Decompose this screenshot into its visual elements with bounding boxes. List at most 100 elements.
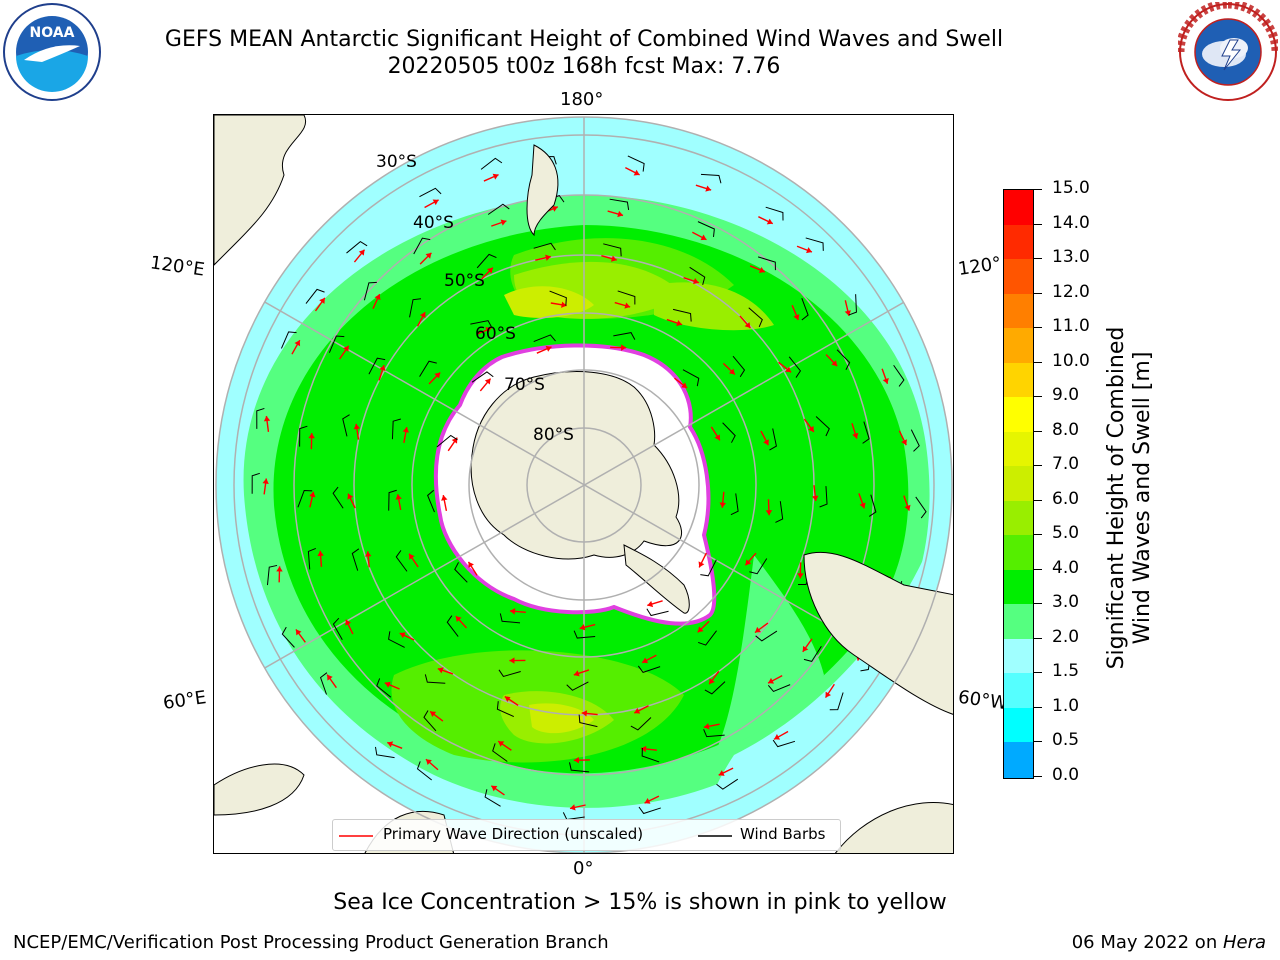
wave-direction-arrow (347, 493, 356, 509)
wave-direction-arrow (674, 377, 688, 389)
wave-direction-arrow (504, 695, 519, 706)
wave-direction-arrow (739, 315, 751, 329)
wind-barb (765, 206, 784, 221)
colorbar-tick-mark (1034, 603, 1042, 605)
wind-barb (641, 747, 660, 763)
wave-direction-arrow (425, 758, 439, 771)
wind-barb (848, 294, 857, 316)
wave-direction-arrow (749, 265, 766, 273)
wave-direction-arrow (824, 683, 835, 699)
wind-barb (893, 364, 905, 387)
wind-barb (748, 307, 763, 328)
wind-barb (805, 237, 824, 251)
colorbar-tick-mark (1034, 258, 1042, 260)
wave-direction-arrow (796, 245, 813, 254)
lat-label-40s: 40°S (413, 213, 454, 233)
wind-barb (446, 615, 459, 637)
noaa-logo: NOAA (2, 2, 102, 102)
wave-direction-arrow (858, 493, 866, 509)
colorbar-tick-mark (1034, 637, 1042, 639)
wind-barb (815, 416, 830, 437)
wind-barb (637, 665, 661, 673)
wind-barb (305, 288, 325, 304)
south-america-land (803, 551, 953, 715)
africa-east-land (834, 801, 953, 853)
wave-direction-arrow (647, 600, 663, 608)
wind-barb (484, 789, 501, 807)
wave-direction-arrow (812, 485, 819, 502)
wind-barb (700, 173, 722, 184)
lon-label-60w: 60°W (956, 686, 1009, 715)
wind-barb (351, 548, 360, 571)
wave-direction-arrow (803, 418, 815, 433)
wave-direction-arrow (455, 615, 468, 629)
wind-barb (299, 425, 308, 447)
colorbar-segment (1004, 190, 1033, 226)
wave-direction-arrow (703, 723, 720, 730)
wind-barb (388, 489, 397, 511)
wave-direction-arrow (395, 494, 402, 511)
wave-direction-arrow (625, 167, 640, 176)
wave-direction-arrow (610, 344, 627, 351)
wave-direction-arrow (353, 249, 366, 263)
wave-direction-arrow (797, 562, 804, 579)
wind-barb (689, 266, 706, 285)
wave-direction-arrow (773, 730, 789, 740)
lat-label-30s: 30°S (376, 152, 417, 172)
wind-barb (722, 422, 736, 443)
wave-direction-arrow (295, 629, 306, 643)
colorbar-tick-label: 3.0 (1052, 592, 1080, 613)
wave-direction-arrow (419, 252, 432, 265)
wave-direction-arrow (851, 423, 859, 439)
wave-direction-arrow (386, 741, 403, 749)
wind-barb (613, 332, 636, 340)
colorbar-tick-label: 6.0 (1052, 488, 1080, 509)
wave-direction-arrow (550, 301, 567, 308)
wave-direction-arrow (490, 785, 505, 796)
wind-barb (409, 298, 422, 318)
wave-direction-arrow (697, 620, 710, 633)
wave-direction-arrow (402, 426, 410, 443)
lon-label-120e: 120°E (148, 252, 206, 281)
wave-direction-arrow (476, 327, 492, 336)
colorbar-segment (1004, 362, 1033, 399)
wind-barb (328, 335, 345, 353)
colorbar-tick-label: 14.0 (1052, 212, 1090, 233)
wave-direction-arrow (326, 674, 337, 689)
colorbar-tick-mark (1034, 396, 1042, 398)
wind-barb (772, 739, 796, 748)
wave-direction-arrow (408, 553, 419, 568)
wave-direction-arrow (481, 267, 494, 280)
wave-direction-arrow (802, 638, 813, 653)
colorbar-tick-mark (1034, 741, 1042, 743)
wind-barb (307, 547, 316, 570)
wind-barb (617, 290, 636, 305)
wave-direction-arrow (399, 632, 415, 641)
wave-direction-arrow (778, 361, 792, 373)
australia-land (214, 115, 307, 266)
colorbar-tick-label: 4.0 (1052, 557, 1080, 578)
wind-barb (280, 331, 297, 349)
wind-barb (368, 357, 386, 375)
wave-direction-arrow (692, 231, 707, 241)
colorbar-segment (1004, 742, 1033, 778)
wind-barb (775, 501, 784, 523)
wave-direction-arrow (767, 675, 783, 684)
wave-direction-arrow (695, 184, 712, 192)
wind-barb (423, 710, 437, 732)
colorbar-segment (1004, 328, 1033, 364)
wind-barb (487, 203, 510, 215)
wind-barb (767, 684, 791, 693)
wave-direction-arrow (416, 311, 426, 327)
sea-ice-caption: Sea Ice Concentration > 15% is shown in … (333, 890, 947, 915)
colorbar-tick-label: 1.5 (1052, 661, 1080, 682)
wave-direction-arrow (314, 297, 326, 312)
colorbar-tick-mark (1034, 292, 1042, 294)
wind-barb (819, 486, 828, 508)
wave-direction-arrow (581, 710, 598, 717)
wave-direction-arrow (536, 345, 552, 354)
wind-barb (496, 701, 514, 718)
colorbar-tick-mark (1034, 327, 1042, 329)
wind-barb (332, 486, 344, 509)
nws-logo (1175, 0, 1280, 102)
